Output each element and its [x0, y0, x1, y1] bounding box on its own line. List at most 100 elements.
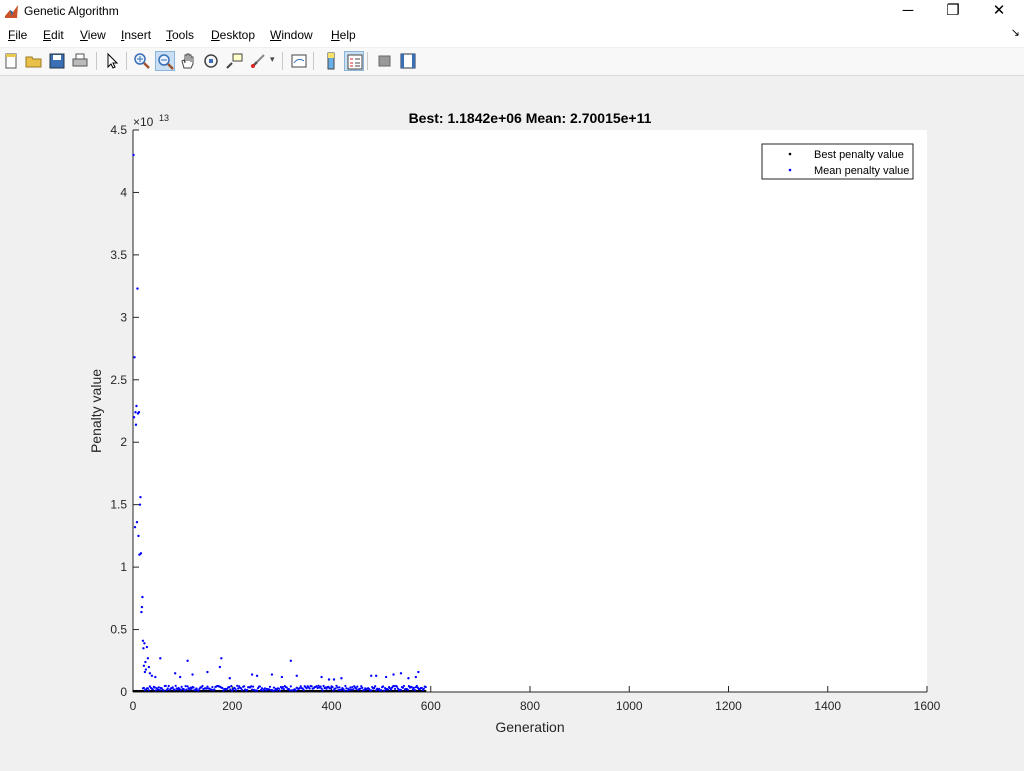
mean-point — [361, 686, 364, 690]
mean-point — [373, 686, 376, 690]
menu-view[interactable]: View — [80, 28, 106, 42]
close-button[interactable]: ✕ — [992, 2, 1006, 19]
print-button[interactable] — [70, 51, 90, 71]
x-tick-label: 200 — [222, 699, 242, 713]
mean-point — [173, 688, 176, 691]
open-file-button[interactable] — [24, 51, 44, 71]
mean-point — [158, 688, 161, 692]
data-cursor-button[interactable] — [224, 51, 244, 71]
mean-point — [251, 688, 254, 691]
mean-point — [183, 689, 186, 692]
mean-point — [218, 665, 222, 669]
mean-point — [138, 503, 142, 506]
mean-point — [384, 675, 388, 679]
print-icon — [72, 53, 88, 67]
menu-edit[interactable]: Edit — [43, 28, 64, 42]
mean-point — [213, 688, 216, 691]
mean-point — [382, 685, 385, 688]
pan-hand-button[interactable] — [178, 51, 198, 71]
mean-point — [374, 685, 377, 688]
toolbar-separator — [313, 52, 314, 70]
mean-point — [320, 687, 323, 690]
x-tick-label: 1000 — [616, 699, 643, 713]
brush-dropdown-icon[interactable]: ▾ — [270, 54, 275, 64]
mean-point — [295, 674, 298, 677]
mean-point — [392, 684, 396, 688]
mean-point — [275, 689, 279, 692]
menu-help[interactable]: Help — [331, 28, 356, 42]
minimize-button[interactable]: ─ — [902, 2, 914, 19]
mean-point — [414, 675, 418, 679]
mean-point — [383, 689, 386, 692]
best-point — [424, 689, 427, 693]
chart-title: Best: 1.1842e+06 Mean: 2.70015e+11 — [409, 110, 652, 126]
restore-button[interactable]: ❐ — [946, 2, 960, 19]
new-figure-button[interactable] — [1, 51, 21, 71]
mean-point — [162, 689, 165, 692]
mean-point — [255, 674, 259, 677]
mean-point — [137, 534, 140, 538]
mean-point — [137, 411, 141, 414]
mean-point — [321, 689, 324, 692]
show-plot-tools-button[interactable] — [398, 51, 418, 71]
edit-plot-arrow-button[interactable] — [102, 51, 122, 71]
mean-point — [272, 686, 276, 689]
mean-point — [338, 686, 341, 689]
mean-point — [344, 684, 347, 688]
mean-point — [281, 685, 284, 689]
mean-point — [325, 687, 328, 690]
mean-point — [395, 685, 399, 688]
figure-toolbar: ▾ — [0, 48, 1024, 76]
mean-point — [228, 685, 231, 689]
mean-point — [378, 687, 381, 690]
menu-tools[interactable]: Tools — [166, 28, 195, 42]
link-plot-button[interactable] — [289, 51, 309, 71]
mean-point — [190, 687, 193, 690]
zoom-in-button[interactable] — [132, 51, 152, 71]
mean-point — [229, 688, 232, 691]
save-button[interactable] — [47, 51, 67, 71]
mean-point — [289, 685, 292, 688]
mean-point — [332, 678, 336, 681]
hide-plot-tools-button[interactable] — [375, 51, 395, 71]
mean-point — [370, 674, 373, 677]
mean-point — [273, 689, 277, 692]
y-tick-label: 4.5 — [110, 123, 127, 137]
y-tick-label: 2 — [120, 435, 127, 449]
zoom-out-button[interactable] — [155, 51, 175, 71]
colorbar-button[interactable] — [321, 51, 341, 71]
mean-point — [331, 686, 334, 689]
menu-insert[interactable]: Insert — [121, 28, 152, 42]
mean-point — [144, 660, 147, 664]
dock-arrow-icon[interactable]: ↘ — [1010, 27, 1020, 39]
mean-point — [243, 685, 246, 688]
mean-point — [285, 686, 288, 689]
brush-button[interactable] — [248, 51, 268, 71]
mean-point — [374, 674, 378, 677]
y-tick-label: 4 — [120, 185, 127, 199]
save-icon — [49, 53, 65, 69]
mean-point — [340, 688, 343, 691]
menu-desktop[interactable]: Desktop — [211, 28, 256, 42]
mean-point — [134, 411, 137, 414]
legend-button[interactable] — [344, 51, 364, 71]
x-tick-label: 1400 — [814, 699, 841, 713]
mean-point — [235, 689, 238, 692]
mean-point — [277, 687, 280, 690]
menu-bar: ↘ File Edit View Insert Tools Desktop Window He… — [0, 24, 1024, 47]
mean-point — [144, 668, 148, 671]
mean-point — [332, 689, 335, 692]
y-tick-label: 3 — [120, 310, 127, 324]
mean-point — [289, 659, 293, 662]
mean-point — [406, 688, 410, 692]
menu-file[interactable]: File — [8, 28, 28, 42]
mean-point — [298, 686, 301, 690]
mean-point — [348, 688, 351, 691]
y-tick-label: 0.5 — [110, 623, 127, 637]
rotate-3d-button[interactable] — [201, 51, 221, 71]
mean-point — [237, 687, 240, 690]
menu-window[interactable]: Window — [270, 28, 313, 42]
mean-point — [228, 677, 231, 680]
mean-point — [186, 659, 189, 662]
x-tick-label: 1200 — [715, 699, 742, 713]
